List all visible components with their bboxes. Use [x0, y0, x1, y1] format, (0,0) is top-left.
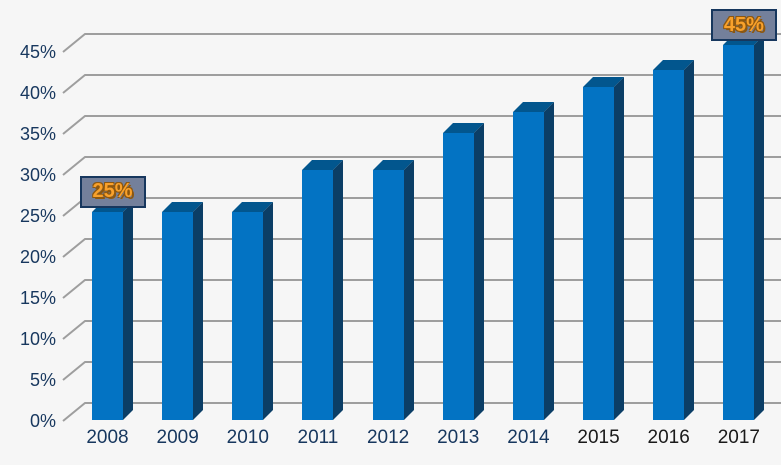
x-tick-label-2008: 2008 — [86, 427, 129, 448]
x-tick-label-2015: 2015 — [577, 427, 620, 448]
bar-side-face — [684, 60, 695, 420]
bar-front-face — [372, 170, 404, 420]
x-tick-label-2017: 2017 — [717, 427, 760, 448]
bar-2015 — [583, 76, 625, 420]
bar-side-face — [193, 201, 204, 420]
x-tick-label-2013: 2013 — [437, 427, 480, 448]
bar-front-face — [232, 211, 264, 420]
bar-front-face — [723, 45, 755, 420]
y-tick-label-0: 0% — [29, 411, 56, 431]
bar-2010 — [232, 201, 274, 420]
bar-side-face — [263, 201, 274, 420]
data-label-callout-2017: 45% — [710, 9, 777, 42]
y-tick-label-45: 45% — [19, 42, 56, 62]
bar-front-face — [442, 132, 474, 420]
bar-2013 — [442, 122, 484, 420]
bar-side-face — [333, 160, 344, 420]
bar-front-face — [653, 70, 685, 420]
y-tick-label-40: 40% — [19, 83, 56, 103]
bar-front-face — [302, 170, 334, 420]
bar-side-face — [123, 201, 133, 420]
x-tick-label-2010: 2010 — [226, 427, 269, 448]
bar-2014 — [512, 101, 554, 420]
bar-side-face — [754, 35, 765, 420]
bar-2017 — [723, 35, 765, 420]
y-tick-label-30: 30% — [19, 165, 56, 185]
bar-side-face — [543, 101, 554, 420]
bar-side-face — [614, 76, 625, 420]
bar-front-face — [512, 111, 544, 420]
gridline-40 — [62, 74, 781, 94]
y-tick-label-5: 5% — [29, 370, 56, 390]
bar-front-face — [162, 211, 194, 420]
x-tick-label-2011: 2011 — [297, 427, 339, 448]
gridline-45 — [62, 33, 781, 53]
bar-2012 — [372, 160, 414, 420]
bar-2008 — [92, 201, 133, 420]
bar-side-face — [403, 160, 414, 420]
y-tick-label-15: 15% — [19, 288, 56, 308]
x-tick-label-2016: 2016 — [647, 427, 690, 448]
data-label-callout-2008: 25% — [79, 175, 146, 208]
bar-front-face — [92, 211, 123, 420]
bar-2009 — [162, 201, 204, 420]
x-tick-label-2009: 2009 — [156, 427, 199, 448]
x-tick-label-2014: 2014 — [507, 427, 550, 448]
y-tick-label-20: 20% — [19, 247, 56, 267]
bar-side-face — [473, 122, 484, 420]
y-tick-label-35: 35% — [19, 124, 56, 144]
x-tick-label-2012: 2012 — [366, 427, 410, 448]
bar-2016 — [653, 60, 695, 420]
bar-2011 — [302, 160, 344, 420]
bar-front-face — [583, 86, 615, 420]
y-tick-label-25: 25% — [19, 206, 56, 226]
y-tick-label-10: 10% — [19, 329, 56, 349]
